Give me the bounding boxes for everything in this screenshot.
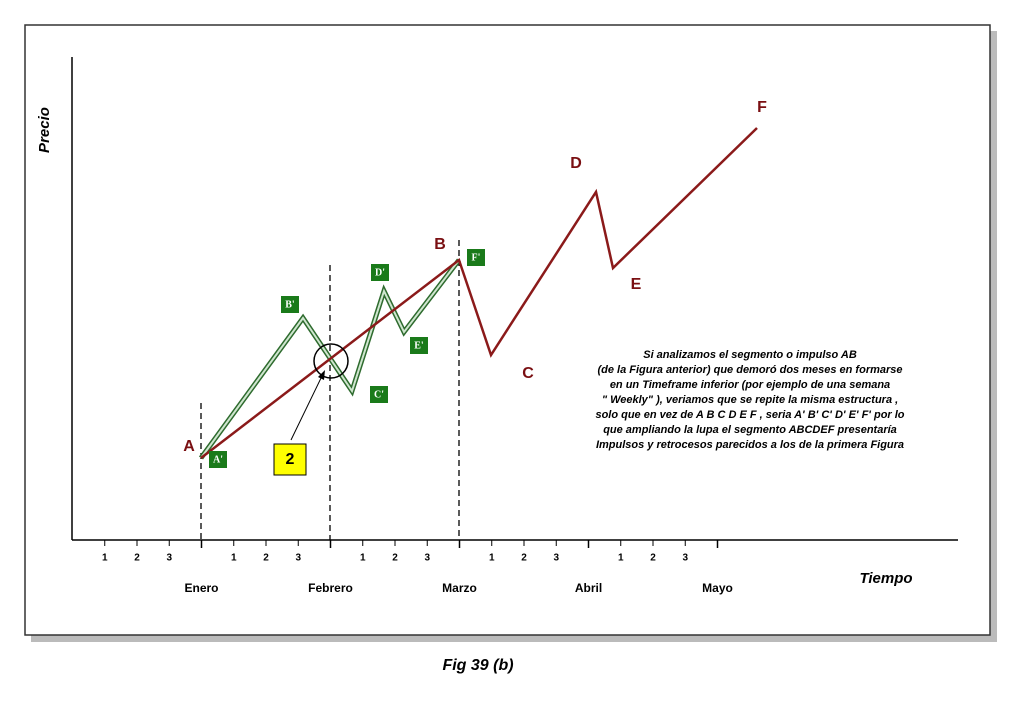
sub-wave xyxy=(200,259,460,459)
arrow xyxy=(290,375,323,441)
week-label: 3 xyxy=(424,553,430,564)
sub-wave-label: C' xyxy=(374,389,384,400)
week-label: 1 xyxy=(231,553,237,564)
sub-wave-label: A' xyxy=(213,454,223,465)
month-label: Enero xyxy=(184,581,218,595)
wave-label: B xyxy=(434,236,446,253)
caption: Fig 39 (b) xyxy=(442,657,513,674)
y-axis-label: Precio xyxy=(36,107,53,153)
month-label: Marzo xyxy=(442,581,477,595)
dividers xyxy=(200,240,460,540)
week-label: 1 xyxy=(618,553,624,564)
week-label: 2 xyxy=(263,553,269,564)
sub-wave-label: F' xyxy=(472,252,481,263)
week-label: 2 xyxy=(134,553,140,564)
week-label: 3 xyxy=(682,553,688,564)
month-label: Febrero xyxy=(308,581,353,595)
sub-wave-label: B' xyxy=(285,299,295,310)
week-label: 2 xyxy=(650,553,656,564)
wave-label: A xyxy=(183,438,195,455)
sub-wave-tag xyxy=(209,451,227,468)
sub-wave-tag xyxy=(370,386,388,403)
note-line: en un Timeframe inferior (por ejemplo de… xyxy=(610,379,890,391)
sub-wave-tag xyxy=(281,296,299,313)
note-line: solo que en vez de A B C D E F , seria A… xyxy=(595,409,904,421)
sub-wave-label: E' xyxy=(414,340,424,351)
week-label: 1 xyxy=(360,553,366,564)
wave-label: E xyxy=(631,276,642,293)
week-label: 1 xyxy=(102,553,108,564)
note-line: Impulsos y retrocesos parecidos a los de… xyxy=(596,439,904,451)
callout-box xyxy=(273,443,307,476)
week-label: 3 xyxy=(553,553,559,564)
magnifier xyxy=(313,343,349,379)
arrow-head xyxy=(318,370,325,380)
week-label: 2 xyxy=(392,553,398,564)
week-label: 3 xyxy=(166,553,172,564)
note-line: Si analizamos el segmento o impulso AB xyxy=(643,349,857,361)
sub-wave-tag xyxy=(467,249,485,266)
week-label: 1 xyxy=(489,553,495,564)
month-label: Abril xyxy=(575,581,602,595)
note-line: (de la Figura anterior) que demoró dos m… xyxy=(597,364,902,376)
wave xyxy=(200,127,758,459)
week-label: 3 xyxy=(295,553,301,564)
wave-label: C xyxy=(522,365,534,382)
wave-label: D xyxy=(570,155,582,172)
sub-wave-label: D' xyxy=(375,267,385,278)
note-line: que ampliando la lupa el segmento ABCDEF… xyxy=(603,424,897,436)
sub-wave-tag xyxy=(371,264,389,281)
callout: 2 xyxy=(286,451,295,468)
wave-label: F xyxy=(757,99,767,116)
x-axis-label: Tiempo xyxy=(859,570,912,587)
week-label: 2 xyxy=(521,553,527,564)
note-line: " Weekly" ), veriamos que se repite la m… xyxy=(602,394,898,406)
month-label: Mayo xyxy=(702,581,733,595)
sub-wave-tag xyxy=(410,337,428,354)
